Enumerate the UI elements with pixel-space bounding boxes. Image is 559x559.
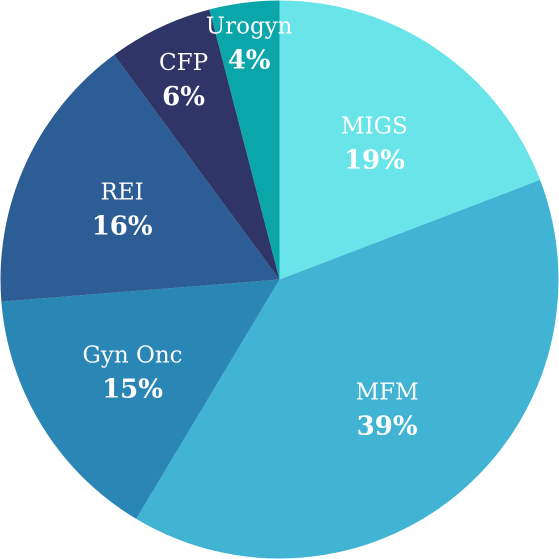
slice-label-value: 15% (102, 375, 163, 405)
slice-label-value: 16% (92, 212, 153, 242)
pie-slice-urogyn (209, 0, 280, 280)
pie-slice-mfm (136, 179, 559, 559)
slice-label-name: MIGS (341, 114, 408, 140)
slice-label-value: 6% (162, 82, 205, 112)
slice-label-name: REI (101, 180, 144, 206)
slice-label-name: Gyn Onc (82, 343, 182, 369)
pie-slice-migs (279, 0, 541, 280)
slice-label-name: Urogyn (206, 13, 293, 39)
slice-label-value: 4% (228, 45, 271, 75)
slice-label-value: 39% (357, 412, 418, 442)
slice-label-name: CFP (159, 50, 208, 76)
pie-slice-cfp (114, 9, 280, 280)
pie-slice-gyn-onc (1, 279, 280, 519)
slice-label-value: 19% (344, 146, 405, 176)
slice-label-name: MFM (356, 380, 419, 406)
pie-slice-rei (0, 54, 280, 302)
slice-labels: MIGS 19% MFM 39% Gyn Onc 15% REI 16% CFP 6% Urogyn… (82, 13, 418, 441)
